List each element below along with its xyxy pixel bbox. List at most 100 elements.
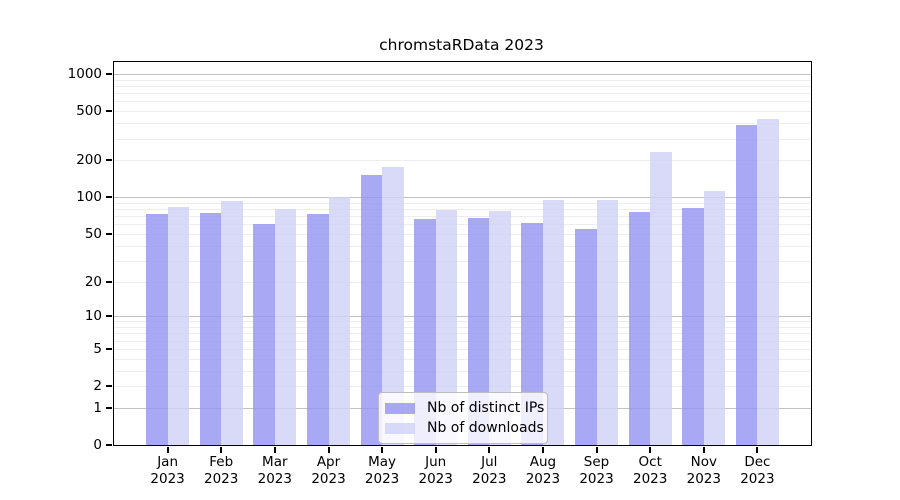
chart-title: chromstaRData 2023 <box>379 36 544 54</box>
y-tick-mark <box>106 110 112 113</box>
minor-gridline <box>114 160 811 162</box>
bar-oct-downloads <box>650 151 672 445</box>
bar-aug-distinct-ips <box>521 223 543 445</box>
bar-aug-downloads <box>542 199 565 445</box>
x-tick-label-jul: Jul 2023 <box>472 454 507 487</box>
minor-gridline <box>114 123 811 125</box>
x-tick-label-jun: Jun 2023 <box>418 454 453 487</box>
y-tick-label: 500 <box>76 103 102 120</box>
x-tick-label-may: May 2023 <box>364 454 400 487</box>
bar-oct-distinct-ips <box>628 211 651 445</box>
y-tick-mark <box>106 280 112 283</box>
legend-swatch-icon <box>385 402 415 414</box>
minor-gridline <box>114 138 811 140</box>
y-tick-mark <box>106 444 112 446</box>
y-tick-label: 100 <box>76 189 102 206</box>
x-tick-label-sep: Sep 2023 <box>579 454 614 487</box>
y-tick-label: 1000 <box>67 66 102 82</box>
y-tick-mark <box>106 385 112 387</box>
x-tick-mark <box>273 447 276 453</box>
bar-feb-distinct-ips <box>199 213 222 445</box>
x-tick-label-jan: Jan 2023 <box>150 454 185 487</box>
y-tick-label: 200 <box>76 152 102 169</box>
legend: Nb of distinct IPs Nb of downloads <box>378 392 548 444</box>
y-tick-label: 20 <box>84 273 102 290</box>
bar-jun-distinct-ips <box>414 219 436 445</box>
minor-gridline <box>114 101 811 103</box>
legend-item-distinct-ips: Nb of distinct IPs <box>385 398 544 418</box>
x-tick-mark <box>488 447 491 453</box>
bar-jul-distinct-ips <box>467 218 490 445</box>
minor-gridline <box>114 93 811 95</box>
legend-label: Nb of distinct IPs <box>427 400 545 416</box>
y-tick-mark <box>106 315 112 318</box>
y-tick-label: 0 <box>93 437 102 453</box>
minor-gridline <box>114 327 811 328</box>
major-gridline <box>114 197 811 199</box>
y-tick-mark <box>106 406 112 409</box>
bar-apr-downloads <box>328 197 350 445</box>
y-tick-label: 1 <box>93 399 102 416</box>
minor-gridline <box>114 245 811 247</box>
minor-gridline <box>114 333 811 335</box>
y-tick-label: 5 <box>93 340 102 357</box>
x-tick-label-oct: Oct 2023 <box>633 454 668 487</box>
plot-area: 1000 500 200 100 50 20 10 5 2 1 0 Jan 2023 Feb 2023 Ma… <box>68 61 812 487</box>
minor-gridline <box>114 260 811 262</box>
minor-gridline <box>114 321 811 323</box>
x-tick-mark <box>220 447 223 453</box>
minor-gridline <box>114 79 811 81</box>
bar-jun-downloads <box>435 209 458 445</box>
minor-gridline <box>114 281 811 283</box>
y-tick-label: 2 <box>93 378 102 394</box>
legend-item-downloads: Nb of downloads <box>385 418 544 438</box>
y-tick-label: 10 <box>84 308 102 325</box>
x-tick-label-mar: Mar 2023 <box>257 454 292 487</box>
minor-gridline <box>114 216 811 218</box>
x-tick-label-feb: Feb 2023 <box>204 454 239 487</box>
bar-jan-downloads <box>167 207 190 445</box>
x-tick-label-apr: Apr 2023 <box>311 454 346 487</box>
bar-sep-distinct-ips <box>575 228 597 445</box>
x-tick-mark <box>381 447 384 453</box>
major-gridline <box>114 74 811 75</box>
x-tick-mark <box>595 447 598 453</box>
major-gridline <box>114 316 811 318</box>
minor-gridline <box>114 85 811 87</box>
minor-gridline <box>114 340 811 342</box>
bar-may-downloads <box>382 167 404 445</box>
bar-jan-distinct-ips <box>146 213 168 445</box>
y-tick-mark <box>106 232 112 235</box>
y-tick-mark <box>106 73 112 75</box>
x-tick-label-nov: Nov 2023 <box>686 454 721 487</box>
x-tick-mark <box>756 447 759 453</box>
y-tick-mark <box>106 347 112 350</box>
x-tick-mark <box>327 447 330 453</box>
minor-gridline <box>114 111 811 113</box>
x-tick-label-dec: Dec 2023 <box>740 454 775 487</box>
minor-gridline <box>114 202 811 204</box>
minor-gridline <box>114 233 811 235</box>
bar-nov-distinct-ips <box>682 207 704 445</box>
x-tick-mark <box>541 447 544 453</box>
bar-apr-distinct-ips <box>307 213 329 445</box>
minor-gridline <box>114 358 811 360</box>
minor-gridline <box>114 386 811 387</box>
bar-dec-distinct-ips <box>735 124 758 445</box>
bar-jul-downloads <box>489 211 511 445</box>
x-tick-mark <box>649 447 652 453</box>
x-tick-label-aug: Aug 2023 <box>525 454 561 487</box>
bar-sep-downloads <box>596 199 618 445</box>
y-tick-mark <box>106 196 112 199</box>
x-tick-mark <box>166 447 169 453</box>
y-tick-mark <box>106 159 112 162</box>
bar-mar-distinct-ips <box>253 224 275 445</box>
y-tick-label: 50 <box>84 225 102 242</box>
bar-feb-downloads <box>221 201 243 445</box>
legend-swatch-icon <box>385 422 415 434</box>
bar-dec-downloads <box>757 118 779 445</box>
x-tick-mark <box>702 447 705 453</box>
bar-mar-downloads <box>274 209 297 445</box>
bar-may-distinct-ips <box>360 174 383 445</box>
